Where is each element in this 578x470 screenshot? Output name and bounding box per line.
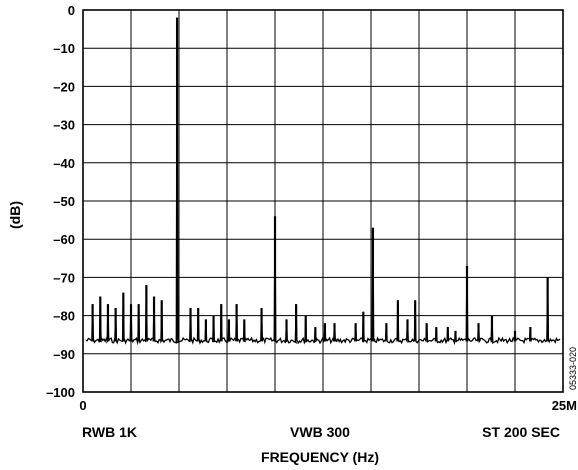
y-tick-label: –10 [53, 41, 75, 56]
spectrum-trace [85, 17, 561, 346]
y-tick-label: –90 [53, 347, 75, 362]
y-tick-label: –30 [53, 118, 75, 133]
y-tick-label: –40 [53, 156, 75, 171]
y-tick-label: 0 [68, 3, 75, 18]
annotation-left: RWB 1K [82, 424, 137, 440]
x-tick-label: 0 [79, 398, 86, 413]
y-tick-label: –70 [53, 270, 75, 285]
y-tick-label: –100 [46, 385, 75, 400]
y-tick-label: –20 [53, 79, 75, 94]
annotation-right: ST 200 SEC [482, 424, 560, 440]
x-tick-labels: 0 25M [79, 398, 577, 413]
noise-floor-trace [85, 17, 561, 346]
y-tick-label: –60 [53, 232, 75, 247]
y-axis-label: (dB) [7, 201, 23, 229]
x-tick-label: 25M [552, 398, 577, 413]
figure-id: 05333-020 [568, 347, 578, 390]
y-tick-label: –80 [53, 309, 75, 324]
y-tick-label: –50 [53, 194, 75, 209]
annotation-center: VWB 300 [290, 424, 350, 440]
plot-frame [82, 9, 564, 393]
x-axis-label: FREQUENCY (Hz) [261, 449, 379, 465]
grid [83, 10, 563, 392]
y-tick-labels: 0 –10 –20 –30 –40 –50 –60 –70 –80 –90 –100 [46, 3, 75, 400]
